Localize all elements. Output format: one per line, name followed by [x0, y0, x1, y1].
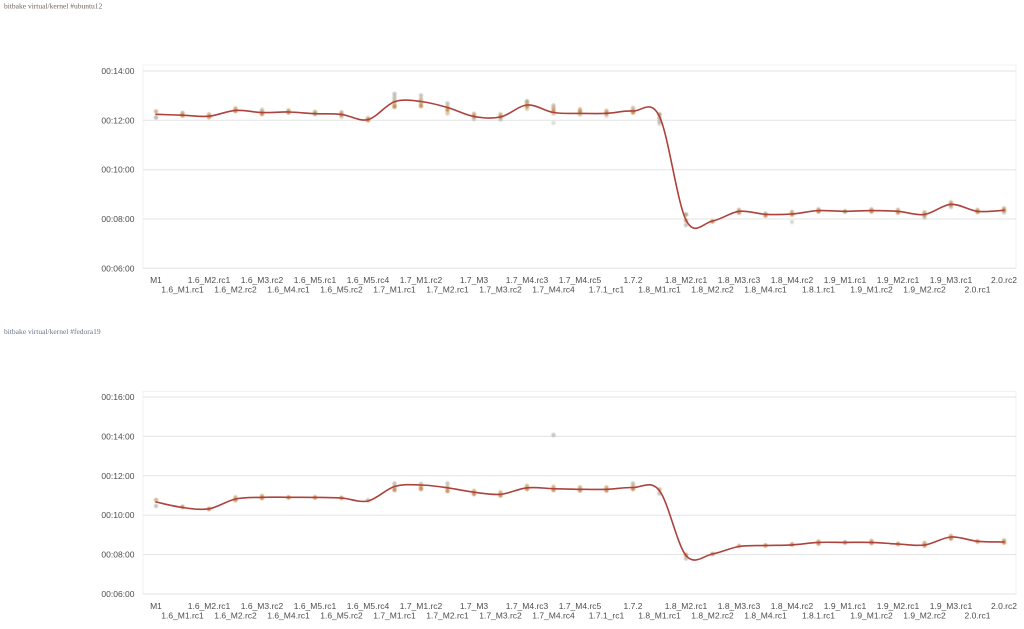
svg-text:1.8.1.rc1: 1.8.1.rc1: [802, 285, 835, 295]
svg-text:1.7_M4.rc5: 1.7_M4.rc5: [559, 601, 602, 611]
svg-text:1.9_M2.rc2: 1.9_M2.rc2: [903, 285, 946, 295]
svg-text:00:10:00: 00:10:00: [101, 165, 134, 175]
svg-text:1.9_M1.rc1: 1.9_M1.rc1: [824, 275, 867, 285]
svg-text:1.6_M5.rc2: 1.6_M5.rc2: [320, 611, 363, 621]
svg-text:1.9_M3.rc1: 1.9_M3.rc1: [930, 275, 973, 285]
svg-text:bitbake virtual/kernel #ubuntu: bitbake virtual/kernel #ubuntu12: [4, 2, 103, 11]
svg-text:1.7.2: 1.7.2: [624, 275, 643, 285]
svg-text:1.8.1.rc1: 1.8.1.rc1: [802, 611, 835, 621]
svg-text:1.9_M1.rc2: 1.9_M1.rc2: [850, 611, 893, 621]
svg-text:1.6_M5.rc4: 1.6_M5.rc4: [347, 601, 390, 611]
svg-text:1.6_M1.rc1: 1.6_M1.rc1: [161, 285, 204, 295]
svg-text:1.7_M4.rc3: 1.7_M4.rc3: [506, 601, 549, 611]
svg-text:1.6_M2.rc1: 1.6_M2.rc1: [188, 601, 231, 611]
svg-text:1.7.2: 1.7.2: [624, 601, 643, 611]
svg-text:1.9_M2.rc2: 1.9_M2.rc2: [903, 611, 946, 621]
svg-text:1.6_M3.rc2: 1.6_M3.rc2: [241, 275, 284, 285]
svg-text:1.7_M4.rc5: 1.7_M4.rc5: [559, 275, 602, 285]
svg-text:00:14:00: 00:14:00: [101, 66, 134, 76]
svg-text:1.7_M2.rc1: 1.7_M2.rc1: [426, 611, 469, 621]
svg-text:1.7_M4.rc4: 1.7_M4.rc4: [532, 285, 575, 295]
svg-text:M1: M1: [150, 275, 162, 285]
svg-text:1.8_M1.rc1: 1.8_M1.rc1: [638, 285, 681, 295]
svg-text:00:14:00: 00:14:00: [101, 431, 134, 441]
svg-text:1.7_M1.rc1: 1.7_M1.rc1: [373, 285, 416, 295]
svg-text:2.0.rc2: 2.0.rc2: [991, 275, 1017, 285]
svg-text:00:12:00: 00:12:00: [101, 115, 134, 125]
svg-text:1.6_M5.rc2: 1.6_M5.rc2: [320, 285, 363, 295]
svg-text:1.7_M3.rc2: 1.7_M3.rc2: [479, 285, 522, 295]
svg-text:00:06:00: 00:06:00: [101, 263, 134, 273]
svg-text:1.7_M3.rc2: 1.7_M3.rc2: [479, 611, 522, 621]
svg-text:2.0.rc1: 2.0.rc1: [965, 285, 991, 295]
svg-text:1.6_M2.rc2: 1.6_M2.rc2: [214, 285, 257, 295]
svg-text:1.9_M1.rc2: 1.9_M1.rc2: [850, 285, 893, 295]
svg-text:00:10:00: 00:10:00: [101, 510, 134, 520]
svg-text:1.8_M2.rc1: 1.8_M2.rc1: [665, 601, 708, 611]
svg-text:1.8_M3.rc3: 1.8_M3.rc3: [718, 601, 761, 611]
svg-text:1.8_M2.rc1: 1.8_M2.rc1: [665, 275, 708, 285]
svg-text:1.6_M4.rc1: 1.6_M4.rc1: [267, 285, 310, 295]
svg-text:1.9_M2.rc1: 1.9_M2.rc1: [877, 601, 920, 611]
svg-text:1.8_M1.rc1: 1.8_M1.rc1: [638, 611, 681, 621]
svg-text:1.7.1_rc1: 1.7.1_rc1: [589, 285, 625, 295]
svg-text:1.6_M1.rc1: 1.6_M1.rc1: [161, 611, 204, 621]
svg-text:1.7_M2.rc1: 1.7_M2.rc1: [426, 285, 469, 295]
svg-text:1.8_M4.rc2: 1.8_M4.rc2: [771, 601, 814, 611]
svg-text:1.7_M4.rc4: 1.7_M4.rc4: [532, 611, 575, 621]
svg-text:1.9_M3.rc1: 1.9_M3.rc1: [930, 601, 973, 611]
svg-text:M1: M1: [150, 601, 162, 611]
svg-text:1.8_M2.rc2: 1.8_M2.rc2: [691, 611, 734, 621]
svg-text:1.6_M4.rc1: 1.6_M4.rc1: [267, 611, 310, 621]
svg-text:1.7_M3: 1.7_M3: [460, 601, 489, 611]
svg-text:1.7.1_rc1: 1.7.1_rc1: [589, 611, 625, 621]
svg-text:1.7_M1.rc2: 1.7_M1.rc2: [400, 275, 443, 285]
svg-text:00:12:00: 00:12:00: [101, 471, 134, 481]
svg-text:00:16:00: 00:16:00: [101, 392, 134, 402]
svg-text:1.7_M1.rc2: 1.7_M1.rc2: [400, 601, 443, 611]
svg-text:1.6_M2.rc2: 1.6_M2.rc2: [214, 611, 257, 621]
svg-text:1.8_M4.rc1: 1.8_M4.rc1: [744, 285, 787, 295]
svg-text:00:06:00: 00:06:00: [101, 589, 134, 599]
svg-text:1.6_M5.rc1: 1.6_M5.rc1: [294, 601, 337, 611]
svg-text:2.0.rc2: 2.0.rc2: [991, 601, 1017, 611]
svg-text:1.6_M5.rc4: 1.6_M5.rc4: [347, 275, 390, 285]
svg-text:bitbake virtual/kernel #fedora: bitbake virtual/kernel #fedora19: [4, 327, 101, 336]
svg-text:1.7_M4.rc3: 1.7_M4.rc3: [506, 275, 549, 285]
svg-text:00:08:00: 00:08:00: [101, 550, 134, 560]
svg-text:1.7_M3: 1.7_M3: [460, 275, 489, 285]
svg-text:1.9_M1.rc1: 1.9_M1.rc1: [824, 601, 867, 611]
svg-text:1.7_M1.rc1: 1.7_M1.rc1: [373, 611, 416, 621]
svg-text:1.6_M5.rc1: 1.6_M5.rc1: [294, 275, 337, 285]
svg-text:2.0.rc1: 2.0.rc1: [965, 611, 991, 621]
svg-text:1.8_M4.rc2: 1.8_M4.rc2: [771, 275, 814, 285]
svg-text:00:08:00: 00:08:00: [101, 214, 134, 224]
svg-text:1.6_M3.rc2: 1.6_M3.rc2: [241, 601, 284, 611]
svg-text:1.8_M3.rc3: 1.8_M3.rc3: [718, 275, 761, 285]
svg-text:1.8_M4.rc1: 1.8_M4.rc1: [744, 611, 787, 621]
svg-text:1.9_M2.rc1: 1.9_M2.rc1: [877, 275, 920, 285]
svg-text:1.6_M2.rc1: 1.6_M2.rc1: [188, 275, 231, 285]
svg-text:1.8_M2.rc2: 1.8_M2.rc2: [691, 285, 734, 295]
